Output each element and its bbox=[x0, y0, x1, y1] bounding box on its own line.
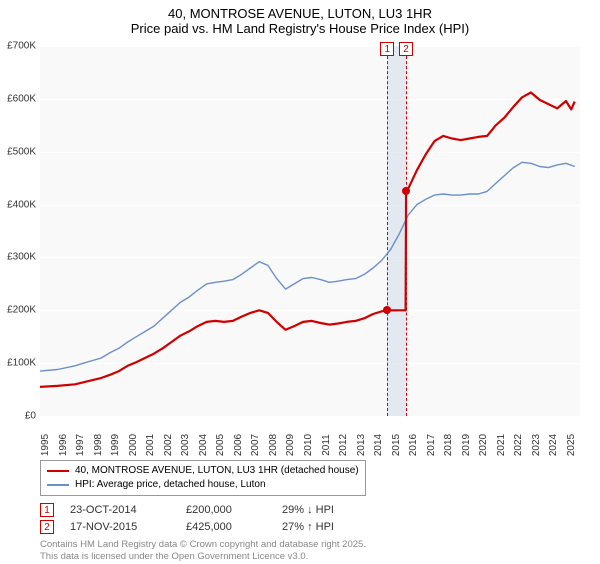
sale-row: 2 17-NOV-2015 £425,000 27% ↑ HPI bbox=[40, 520, 580, 534]
x-tick-label: 2021 bbox=[496, 434, 507, 456]
x-tick-label: 2022 bbox=[513, 434, 524, 456]
x-tick-label: 2008 bbox=[268, 434, 279, 456]
legend-swatch bbox=[47, 470, 69, 472]
legend-label: 40, MONTROSE AVENUE, LUTON, LU3 1HR (det… bbox=[75, 464, 359, 478]
sale-marker-dot bbox=[402, 187, 410, 195]
series-price_paid bbox=[40, 93, 575, 387]
x-tick-label: 2010 bbox=[303, 434, 314, 456]
title-line-1: 40, MONTROSE AVENUE, LUTON, LU3 1HR bbox=[0, 6, 600, 21]
title-block: 40, MONTROSE AVENUE, LUTON, LU3 1HR Pric… bbox=[0, 0, 600, 38]
footnote-line-2: This data is licensed under the Open Gov… bbox=[40, 551, 580, 563]
y-tick-label: £100K bbox=[0, 358, 36, 369]
x-tick-label: 2025 bbox=[566, 434, 577, 456]
x-tick-label: 2002 bbox=[163, 434, 174, 456]
x-tick-label: 2012 bbox=[338, 434, 349, 456]
footnote-line-1: Contains HM Land Registry data © Crown c… bbox=[40, 539, 580, 551]
y-tick-label: £300K bbox=[0, 252, 36, 263]
sale-date: 17-NOV-2015 bbox=[70, 521, 170, 533]
legend-swatch bbox=[47, 484, 69, 485]
sale-marker-icon: 1 bbox=[40, 503, 54, 517]
sales-rows: 1 23-OCT-2014 £200,000 29% ↓ HPI 2 17-NOV-201… bbox=[40, 503, 580, 534]
title-line-2: Price paid vs. HM Land Registry's House … bbox=[0, 21, 600, 36]
sale-marker-box: 2 bbox=[399, 42, 413, 56]
legend-row: HPI: Average price, detached house, Luto… bbox=[47, 478, 359, 492]
x-tick-label: 1997 bbox=[75, 434, 86, 456]
x-tick-label: 2024 bbox=[548, 434, 559, 456]
y-tick-label: £700K bbox=[0, 41, 36, 52]
sale-row: 1 23-OCT-2014 £200,000 29% ↓ HPI bbox=[40, 503, 580, 517]
sale-delta: 27% ↑ HPI bbox=[282, 521, 382, 533]
y-tick-label: £600K bbox=[0, 93, 36, 104]
x-tick-label: 2011 bbox=[321, 434, 332, 456]
x-tick-label: 2016 bbox=[408, 434, 419, 456]
y-tick-label: £500K bbox=[0, 146, 36, 157]
y-tick-label: £400K bbox=[0, 199, 36, 210]
x-tick-label: 2014 bbox=[373, 434, 384, 456]
root: 40, MONTROSE AVENUE, LUTON, LU3 1HR Pric… bbox=[0, 0, 600, 560]
sale-marker-box: 1 bbox=[380, 42, 394, 56]
y-tick-label: £200K bbox=[0, 305, 36, 316]
x-tick-label: 2000 bbox=[128, 434, 139, 456]
x-tick-label: 1995 bbox=[40, 434, 51, 456]
x-tick-label: 2009 bbox=[285, 434, 296, 456]
sale-marker-dot bbox=[383, 306, 391, 314]
x-tick-label: 2018 bbox=[443, 434, 454, 456]
x-tick-label: 2006 bbox=[233, 434, 244, 456]
sale-marker-icon: 2 bbox=[40, 520, 54, 534]
legend-row: 40, MONTROSE AVENUE, LUTON, LU3 1HR (det… bbox=[47, 464, 359, 478]
sale-date: 23-OCT-2014 bbox=[70, 504, 170, 516]
x-tick-label: 2023 bbox=[531, 434, 542, 456]
sale-delta: 29% ↓ HPI bbox=[282, 504, 382, 516]
x-tick-label: 2019 bbox=[461, 434, 472, 456]
y-gridline bbox=[40, 416, 580, 417]
chart-area: £0£100K£200K£300K£400K£500K£600K£700K199… bbox=[40, 46, 580, 416]
legend-label: HPI: Average price, detached house, Luto… bbox=[75, 478, 266, 492]
x-tick-label: 2017 bbox=[426, 434, 437, 456]
x-tick-label: 2003 bbox=[180, 434, 191, 456]
x-tick-label: 1999 bbox=[110, 434, 121, 456]
x-tick-label: 2020 bbox=[478, 434, 489, 456]
legend-area: 40, MONTROSE AVENUE, LUTON, LU3 1HR (det… bbox=[40, 460, 580, 564]
y-tick-label: £0 bbox=[0, 411, 36, 422]
chart-lines bbox=[40, 46, 580, 416]
x-tick-label: 2001 bbox=[145, 434, 156, 456]
series-hpi bbox=[40, 162, 575, 371]
x-tick-label: 2013 bbox=[356, 434, 367, 456]
x-tick-label: 1998 bbox=[93, 434, 104, 456]
x-tick-label: 2007 bbox=[250, 434, 261, 456]
legend-box: 40, MONTROSE AVENUE, LUTON, LU3 1HR (det… bbox=[40, 460, 366, 496]
sale-price: £425,000 bbox=[186, 521, 266, 533]
x-tick-label: 2015 bbox=[391, 434, 402, 456]
sale-price: £200,000 bbox=[186, 504, 266, 516]
x-tick-label: 2005 bbox=[215, 434, 226, 456]
x-tick-label: 1996 bbox=[58, 434, 69, 456]
x-tick-label: 2004 bbox=[198, 434, 209, 456]
